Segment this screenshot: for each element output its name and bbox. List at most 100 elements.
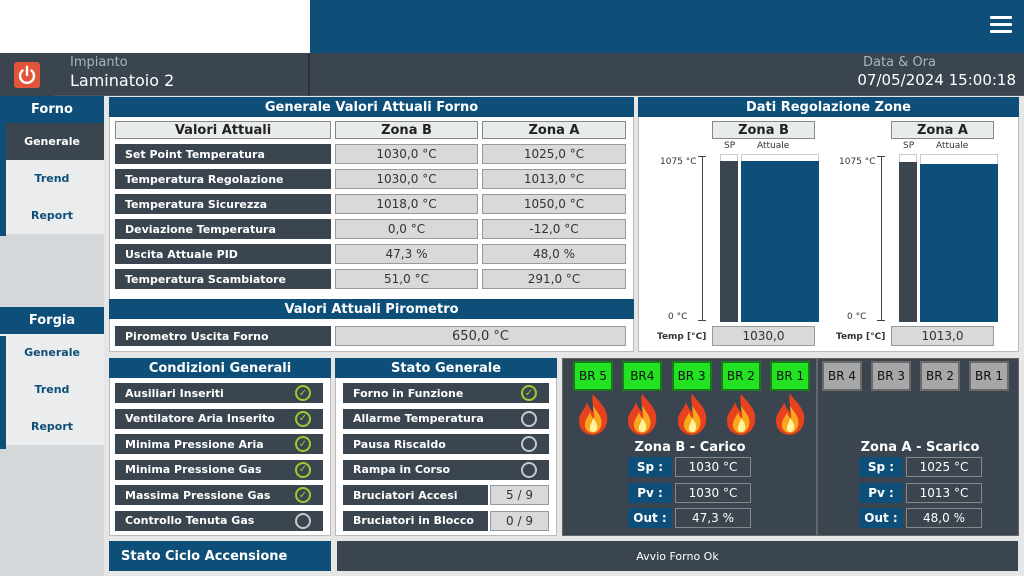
condition-label: Minima Pressione Gas (115, 459, 323, 480)
flame-icon (726, 394, 756, 435)
sidebar-item-forno-trend[interactable]: Trend (0, 160, 104, 197)
power-button[interactable] (0, 53, 54, 96)
pyro-panel-title: Valori Attuali Pirometro (109, 299, 634, 319)
zone-graph-title: Zona A (891, 121, 994, 139)
scale-tick-bottom (698, 320, 706, 321)
sidebar: Forno Generale Trend Report Forgia Gener… (0, 96, 104, 576)
temp-label: Temp [°C] (657, 332, 707, 342)
sp-bar (899, 161, 917, 322)
sidebar-item-forno-generale[interactable]: Generale (0, 123, 104, 160)
readout-label: Pv : (859, 482, 903, 503)
pyro-value: 650,0 °C (335, 326, 626, 346)
status-label: Forno in Funzione (343, 383, 549, 403)
sidebar-item-forgia-trend[interactable]: Trend (0, 371, 104, 408)
value-zone-a: 1013,0 °C (482, 169, 626, 189)
burner-zone-b[interactable]: BR 3 (671, 361, 712, 391)
readout-value: 1013 °C (906, 482, 982, 503)
readout-label: Sp : (859, 457, 903, 477)
readout-label: Pv : (628, 482, 672, 503)
sidebar-section-forno[interactable]: Forno (0, 96, 104, 123)
value-row-label: Uscita Attuale PID (115, 244, 331, 264)
plant-label: Impianto (70, 55, 128, 70)
burner-zone-a[interactable]: BR 4 (822, 361, 862, 391)
sidebar-item-forgia-generale[interactable]: Generale (0, 334, 104, 371)
sp-label: SP (724, 141, 736, 151)
col-header-zone-b: Zona B (335, 121, 478, 139)
status-label: Bruciatori Accesi (343, 485, 488, 505)
flame-icon (579, 394, 608, 435)
value-row-label: Temperatura Regolazione (115, 169, 331, 189)
temp-label: Temp [°C] (836, 332, 886, 342)
readout-value: 1025 °C (906, 457, 982, 477)
value-zone-b: 1030,0 °C (335, 144, 478, 164)
actual-label: Attuale (757, 141, 790, 151)
plant-name: Laminatoio 2 (70, 71, 175, 90)
sp-label: SP (903, 141, 915, 151)
col-header-values: Valori Attuali (115, 121, 331, 139)
status-title: Stato Generale (335, 358, 557, 378)
check-ok-icon: ✓ (295, 461, 311, 478)
zone-a-title: Zona A - Scarico (860, 440, 980, 455)
status-value: 5 / 9 (490, 485, 549, 505)
scale-tick-bottom (877, 320, 885, 321)
status-label: Pausa Riscaldo (343, 434, 549, 454)
value-zone-b: 47,3 % (335, 244, 478, 264)
sidebar-spacer (0, 234, 104, 307)
scale-min: 0 °C (847, 312, 867, 322)
burner-zone-b[interactable]: BR4 (622, 361, 663, 391)
burner-zone-b[interactable]: BR 5 (573, 361, 613, 391)
scale-max: 1075 °C (839, 157, 876, 167)
burner-zone-a[interactable]: BR 1 (969, 361, 1009, 391)
menu-icon[interactable] (990, 16, 1012, 34)
scale-axis (702, 156, 703, 320)
cycle-title: Stato Ciclo Accensione (109, 541, 331, 571)
value-row-label: Set Point Temperatura (115, 144, 331, 164)
burner-zone-b[interactable]: BR 2 (720, 361, 761, 391)
indicator-off-icon (521, 410, 537, 427)
scale-max: 1075 °C (660, 157, 697, 167)
scale-tick-top (877, 156, 885, 157)
zone-temp-value: 1030,0 (712, 326, 815, 346)
datetime-value: 07/05/2024 15:00:18 (857, 71, 1016, 89)
value-zone-b: 1030,0 °C (335, 169, 478, 189)
flame-icon (628, 394, 657, 435)
value-zone-b: 51,0 °C (335, 269, 478, 289)
status-label: Bruciatori in Blocco (343, 510, 488, 531)
datetime-label: Data & Ora (863, 55, 936, 70)
sidebar-item-forgia-report[interactable]: Report (0, 408, 104, 445)
sidebar-item-forno-report[interactable]: Report (0, 197, 104, 234)
col-header-zone-a: Zona A (482, 121, 626, 139)
zone-temp-value: 1013,0 (891, 326, 994, 346)
check-ok-icon: ✓ (295, 487, 311, 503)
status-label: Allarme Temperatura (343, 408, 549, 429)
value-row-label: Temperatura Scambiatore (115, 269, 331, 289)
scale-axis (881, 156, 882, 320)
value-zone-b: 1018,0 °C (335, 194, 478, 214)
burner-zone-a[interactable]: BR 3 (871, 361, 911, 391)
readout-label: Sp : (628, 457, 672, 477)
sidebar-section-forgia[interactable]: Forgia (0, 307, 104, 334)
flame-icon (677, 394, 706, 435)
power-icon (14, 61, 40, 88)
value-zone-a: 291,0 °C (482, 269, 626, 289)
check-ok-icon: ✓ (521, 385, 537, 401)
value-zone-b: 0,0 °C (335, 219, 478, 239)
value-zone-a: -12,0 °C (482, 219, 626, 239)
condition-label: Controllo Tenuta Gas (115, 510, 323, 531)
readout-value: 1030 °C (675, 457, 751, 477)
condition-label: Massima Pressione Gas (115, 485, 323, 505)
value-row-label: Deviazione Temperatura (115, 219, 331, 239)
burner-zone-b[interactable]: BR 1 (770, 361, 811, 391)
check-ok-icon: ✓ (295, 410, 311, 427)
check-ok-icon: ✓ (295, 436, 311, 452)
status-value: 0 / 9 (490, 510, 549, 531)
sidebar-accent-forgia (0, 336, 6, 449)
burner-zone-a[interactable]: BR 2 (920, 361, 960, 391)
zones-panel-title: Dati Regolazione Zone (638, 97, 1019, 117)
cycle-message: Avvio Forno Ok (337, 541, 1018, 571)
header-divider (308, 53, 310, 96)
value-zone-a: 1050,0 °C (482, 194, 626, 214)
actual-bar (741, 161, 819, 322)
indicator-off-icon (521, 461, 537, 478)
condition-label: Ventilatore Aria Inserito (115, 408, 323, 429)
